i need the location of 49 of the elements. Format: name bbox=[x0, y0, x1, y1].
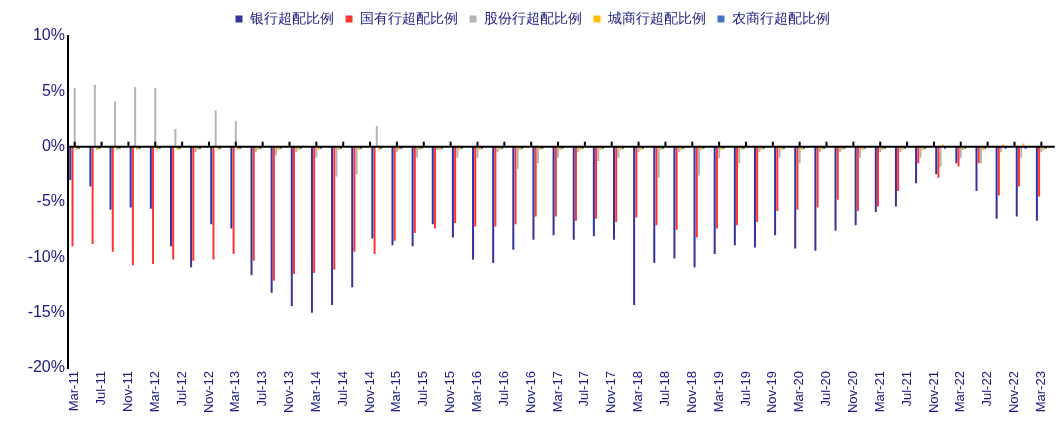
x-tick-label: Nov-12 bbox=[200, 371, 216, 414]
x-tick-label: Mar-16 bbox=[469, 371, 485, 413]
x-tick-label: Jul-11 bbox=[93, 371, 109, 406]
x-tick-label: Nov-17 bbox=[603, 371, 619, 414]
x-tick-label: Jul-17 bbox=[576, 371, 592, 407]
x-tick-label: Mar-13 bbox=[227, 371, 243, 413]
x-tick-label: Jul-14 bbox=[334, 371, 350, 407]
x-tick-label: Jul-16 bbox=[495, 371, 511, 407]
x-tick-label: Nov-16 bbox=[522, 371, 538, 414]
y-tick-label: 0% bbox=[41, 137, 65, 155]
x-tick-label: Nov-21 bbox=[925, 371, 941, 414]
x-tick-label: Mar-15 bbox=[388, 371, 404, 413]
y-tick-label: -10% bbox=[27, 247, 65, 265]
x-tick-label: Nov-18 bbox=[683, 371, 699, 414]
legend-label: 农商行超配比例 bbox=[731, 9, 830, 26]
x-tick-label: Nov-13 bbox=[281, 371, 297, 414]
x-tick-label: Jul-21 bbox=[898, 371, 914, 407]
x-tick-label: Mar-19 bbox=[710, 371, 726, 413]
x-tick-label: Jul-13 bbox=[254, 371, 270, 407]
x-tick-label: Nov-19 bbox=[764, 371, 780, 414]
x-tick-label: Mar-11 bbox=[66, 371, 82, 412]
legend-label: 城商行超配比例 bbox=[606, 9, 706, 26]
x-tick-label: Mar-21 bbox=[871, 371, 887, 413]
x-tick-label: Nov-15 bbox=[442, 371, 458, 414]
x-tick-label: Mar-20 bbox=[791, 371, 807, 413]
legend-label: 股份行超配比例 bbox=[483, 9, 582, 26]
legend-label: 国有行超配比例 bbox=[359, 9, 458, 26]
y-tick-label: 5% bbox=[41, 81, 65, 99]
x-tick-label: Mar-23 bbox=[1032, 371, 1048, 413]
x-tick-label: Mar-12 bbox=[146, 371, 162, 413]
x-tick-label: Mar-14 bbox=[307, 371, 323, 413]
x-tick-label: Jul-15 bbox=[415, 371, 431, 407]
x-tick-label: Nov-20 bbox=[844, 371, 860, 414]
x-tick-label: Nov-11 bbox=[119, 371, 135, 413]
x-tick-label: Mar-18 bbox=[630, 371, 646, 413]
y-tick-label: 10% bbox=[32, 26, 65, 44]
x-tick-label: Mar-22 bbox=[952, 371, 968, 413]
x-tick-label: Nov-14 bbox=[361, 371, 377, 414]
x-tick-label: Jul-12 bbox=[173, 371, 189, 407]
y-tick-label: -20% bbox=[27, 358, 65, 376]
x-tick-label: Mar-17 bbox=[549, 371, 565, 413]
x-tick-label: Jul-19 bbox=[737, 371, 753, 407]
x-tick-label: Jul-22 bbox=[979, 371, 995, 407]
x-tick-label: Nov-22 bbox=[1006, 371, 1022, 414]
x-tick-label: Jul-18 bbox=[657, 371, 672, 407]
y-tick-label: -15% bbox=[27, 303, 65, 321]
legend-label: 银行超配比例 bbox=[248, 9, 334, 26]
y-tick-label: -5% bbox=[36, 192, 65, 210]
x-tick-label: Jul-20 bbox=[818, 371, 834, 407]
